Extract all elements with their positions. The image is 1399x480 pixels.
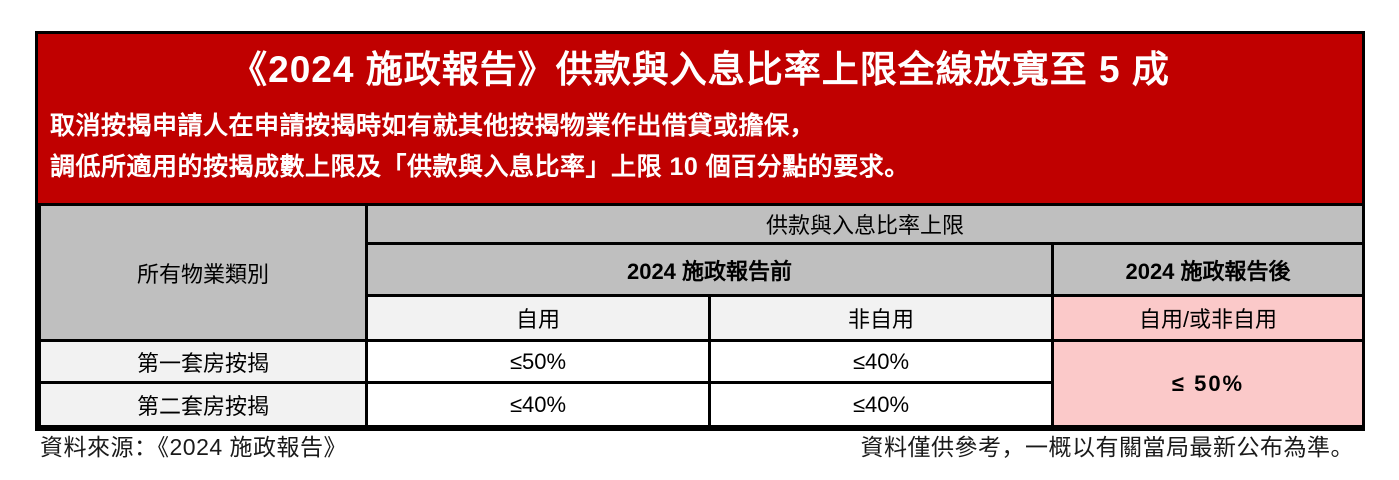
- source-text: 資料來源：《2024 施政報告》: [40, 434, 348, 460]
- banner-subtitle-line1: 取消按揭申請人在申請按揭時如有就其他按揭物業作出借貸或擔保，: [50, 112, 816, 141]
- banner-title: 《2024 施政報告》供款與入息比率上限全線放寬至 5 成: [230, 49, 1170, 90]
- self-or-non-self-use-header: 自用/或非自用: [1051, 294, 1365, 343]
- banner: 《2024 施政報告》供款與入息比率上限全線放寬至 5 成 取消按揭申請人在申請…: [38, 34, 1362, 204]
- before-2024-header: 2024 施政報告前: [365, 242, 1054, 298]
- banner-subtitle-line2: 調低所適用的按揭成數上限及「供款與入息比率」上限 10 個百分點的要求。: [50, 152, 910, 181]
- ratio-table: 所有物業類別 供款與入息比率上限 2024 施政報告前 2024 施政報告後 自…: [38, 203, 1365, 429]
- property-category-header: 所有物業類別: [38, 203, 368, 343]
- after-2024-merged-value: ≤ 50%: [1051, 339, 1365, 429]
- first-home-self-use-value: ≤50%: [365, 339, 711, 385]
- ratio-cap-group-header: 供款與入息比率上限: [365, 203, 1365, 246]
- second-home-non-self-use-value: ≤40%: [708, 381, 1054, 429]
- first-home-label: 第一套房按揭: [38, 339, 368, 385]
- footer: 資料來源：《2024 施政報告》 資料僅供參考，一概以有關當局最新公布為準。: [40, 428, 1354, 462]
- self-use-header: 自用: [365, 294, 711, 343]
- first-home-non-self-use-value: ≤40%: [708, 339, 1054, 385]
- disclaimer-text: 資料僅供參考，一概以有關當局最新公布為準。: [860, 434, 1354, 460]
- second-home-label: 第二套房按揭: [38, 381, 368, 429]
- after-2024-header: 2024 施政報告後: [1051, 242, 1365, 298]
- second-home-self-use-value: ≤40%: [365, 381, 711, 429]
- non-self-use-header: 非自用: [708, 294, 1054, 343]
- policy-address-infographic: 《2024 施政報告》供款與入息比率上限全線放寬至 5 成 取消按揭申請人在申請…: [35, 31, 1365, 432]
